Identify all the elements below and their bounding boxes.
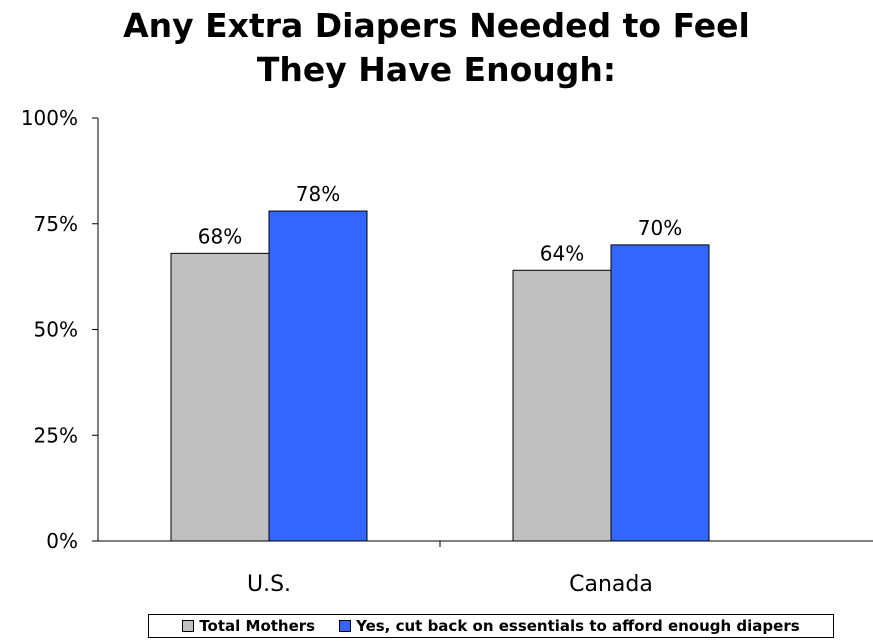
- legend-label-total-mothers: Total Mothers: [199, 617, 316, 635]
- data-label: 78%: [296, 182, 340, 206]
- chart-title: Any Extra Diapers Needed to Feel They Ha…: [0, 4, 873, 92]
- bar: [170, 252, 270, 542]
- chart-title-line-1: Any Extra Diapers Needed to Feel: [123, 6, 750, 45]
- data-label: 64%: [540, 241, 584, 265]
- bar: [610, 244, 710, 542]
- legend-label-cut-back: Yes, cut back on essentials to afford en…: [356, 617, 800, 635]
- legend-item-cut-back: Yes, cut back on essentials to afford en…: [339, 617, 800, 635]
- y-tick-label: 0%: [46, 529, 78, 553]
- y-tick-label: 100%: [21, 106, 78, 130]
- y-tick-label: 25%: [34, 423, 78, 447]
- x-category-label: U.S.: [247, 572, 291, 597]
- legend: Total Mothers Yes, cut back on essential…: [148, 614, 834, 638]
- data-label: 68%: [198, 224, 242, 248]
- chart-title-line-2: They Have Enough:: [256, 50, 617, 89]
- y-tick-label: 75%: [34, 212, 78, 236]
- legend-item-total-mothers: Total Mothers: [182, 617, 315, 635]
- data-label: 70%: [638, 216, 682, 240]
- bar: [268, 210, 368, 542]
- legend-swatch-total-mothers: [182, 620, 195, 632]
- legend-swatch-cut-back: [339, 620, 352, 632]
- x-category-label: Canada: [569, 572, 653, 597]
- bar: [512, 269, 612, 542]
- y-tick-label: 50%: [34, 318, 78, 342]
